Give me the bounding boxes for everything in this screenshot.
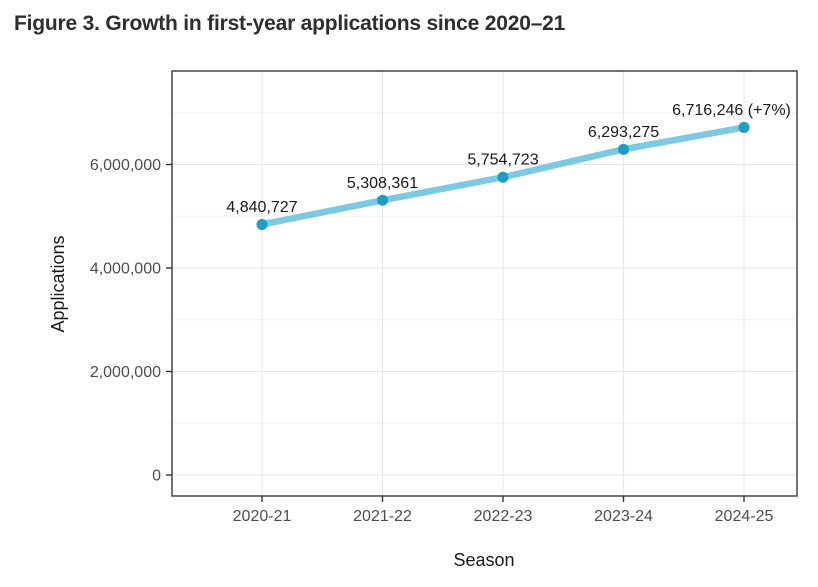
data-point-label: 5,754,723 — [467, 152, 538, 169]
data-point — [497, 171, 509, 183]
y-tick-label: 0 — [152, 468, 161, 485]
data-point-label: 6,716,246 (+7%) — [672, 102, 791, 119]
data-point — [377, 194, 388, 206]
y-axis-title: Applications — [48, 235, 68, 332]
panel-border — [171, 70, 798, 497]
figure-title: Figure 3. Growth in first-year applicati… — [14, 12, 566, 35]
y-tick-label: 2,000,000 — [90, 364, 161, 381]
plot-panel — [172, 71, 797, 496]
data-point — [618, 143, 629, 155]
x-tick-label: 2021-22 — [353, 508, 412, 525]
data-point — [256, 218, 268, 230]
x-tick-label: 2020-21 — [233, 508, 292, 525]
y-tick-label: 6,000,000 — [90, 157, 161, 174]
x-tick-label: 2024-25 — [715, 508, 774, 525]
data-point-label: 4,840,727 — [226, 199, 297, 216]
x-axis-title: Season — [453, 550, 514, 570]
data-point-label: 6,293,275 — [588, 124, 659, 141]
y-tick-label: 4,000,000 — [90, 261, 161, 278]
x-tick-label: 2022-23 — [474, 508, 533, 525]
x-tick-label: 2023-24 — [594, 508, 653, 525]
data-point-label: 5,308,361 — [347, 175, 418, 192]
data-point — [738, 121, 750, 133]
